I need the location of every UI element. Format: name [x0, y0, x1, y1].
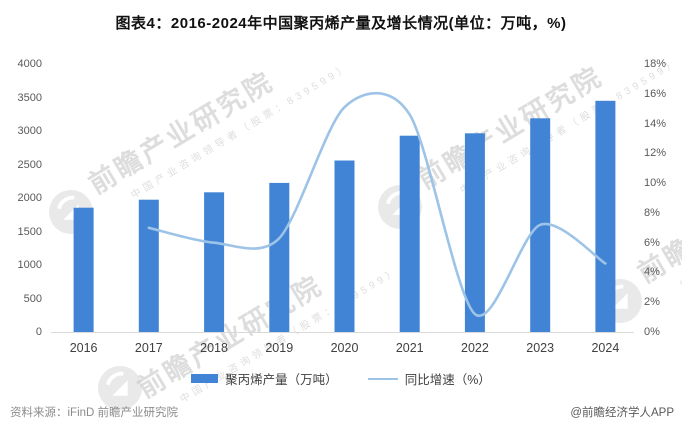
- right-tick-0%: 0%: [644, 326, 660, 338]
- x-label-2024: 2024: [591, 341, 620, 355]
- legend-line-label: 同比增速（%）: [404, 373, 491, 387]
- legend-line-swatch: [367, 377, 398, 380]
- x-label-2017: 2017: [134, 341, 163, 355]
- left-tick-3500: 3500: [17, 91, 42, 104]
- right-tick-8%: 8%: [644, 206, 660, 219]
- right-tick-14%: 14%: [644, 117, 667, 130]
- bar-2017: [138, 199, 159, 332]
- left-tick-1500: 1500: [17, 225, 42, 238]
- legend-item-production: 聚丙烯产量（万吨）: [191, 369, 338, 388]
- bar-2018: [204, 192, 225, 332]
- right-tick-10%: 10%: [644, 177, 667, 190]
- bar-2019: [269, 182, 290, 332]
- chart-title: 图表4：2016-2024年中国聚丙烯产量及增长情况(单位：万吨，%): [115, 15, 567, 32]
- x-label-2018: 2018: [200, 341, 228, 355]
- left-tick-1000: 1000: [17, 259, 42, 271]
- bar-2024: [595, 100, 616, 332]
- x-label-2023: 2023: [526, 341, 555, 355]
- right-tick-2%: 2%: [644, 296, 660, 309]
- left-tick-500: 500: [23, 292, 42, 305]
- left-tick-4000: 4000: [17, 58, 42, 70]
- right-tick-18%: 18%: [644, 58, 667, 70]
- bar-2021: [399, 135, 420, 332]
- legend-item-growth: 同比增速（%）: [367, 369, 491, 388]
- x-label-2021: 2021: [395, 341, 424, 355]
- right-tick-6%: 6%: [644, 236, 660, 249]
- bar-2020: [334, 160, 355, 332]
- credit-text: @前瞻经济学人APP: [570, 407, 674, 419]
- left-tick-0: 0: [35, 326, 42, 338]
- plot-area: [51, 91, 634, 333]
- x-label-2022: 2022: [461, 341, 489, 355]
- legend-bar-swatch: [191, 374, 219, 383]
- growth-line: [147, 91, 607, 318]
- left-tick-2000: 2000: [17, 192, 42, 204]
- source-text: 资料来源：iFinD 前瞻产业研究院: [10, 407, 179, 419]
- x-label-2020: 2020: [330, 341, 359, 355]
- right-tick-12%: 12%: [644, 147, 667, 160]
- bar-2022: [464, 133, 485, 332]
- left-tick-3000: 3000: [17, 125, 42, 137]
- right-tick-16%: 16%: [644, 87, 667, 100]
- legend: 聚丙烯产量（万吨） 同比增速（%）: [0, 369, 682, 388]
- x-label-2019: 2019: [265, 341, 294, 355]
- right-tick-4%: 4%: [644, 266, 660, 279]
- legend-bar-label: 聚丙烯产量（万吨）: [225, 373, 338, 387]
- x-label-2016: 2016: [69, 341, 98, 355]
- left-tick-2500: 2500: [17, 158, 42, 171]
- bar-2016: [73, 207, 94, 332]
